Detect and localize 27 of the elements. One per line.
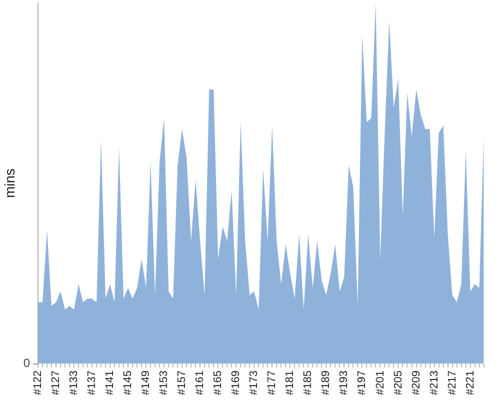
x-tick-label: #169 — [230, 370, 242, 396]
x-tick-label: #197 — [356, 370, 368, 396]
x-tick-label: #209 — [410, 370, 422, 396]
x-tick-label: #153 — [158, 370, 170, 396]
x-tick-label: #173 — [248, 370, 260, 396]
x-tick-label: #133 — [68, 370, 80, 396]
x-tick-label: #141 — [104, 370, 116, 396]
x-tick-label: #205 — [392, 370, 404, 396]
x-tick-label: #201 — [374, 370, 386, 396]
x-tick-label: #189 — [320, 370, 332, 396]
x-tick-label: #193 — [338, 370, 350, 396]
x-tick-label: #157 — [176, 370, 188, 396]
x-tick-label: #145 — [122, 370, 134, 396]
x-tick-label: #161 — [194, 370, 206, 396]
x-tick-label: #181 — [284, 370, 296, 396]
x-tick-label: #165 — [212, 370, 224, 396]
x-tick-label: #221 — [464, 370, 476, 396]
y-axis-title: mins — [1, 168, 18, 198]
text: 0 — [23, 356, 30, 370]
x-tick-label: #217 — [446, 370, 458, 396]
x-tick-label: #149 — [140, 370, 152, 396]
x-tick-label: #177 — [266, 370, 278, 396]
x-tick-label: #122 — [32, 370, 44, 396]
x-tick-label: #137 — [86, 370, 98, 396]
x-tick-label: #127 — [50, 370, 62, 396]
x-tick-label: #185 — [302, 370, 314, 396]
x-tick-label: #213 — [428, 370, 440, 396]
